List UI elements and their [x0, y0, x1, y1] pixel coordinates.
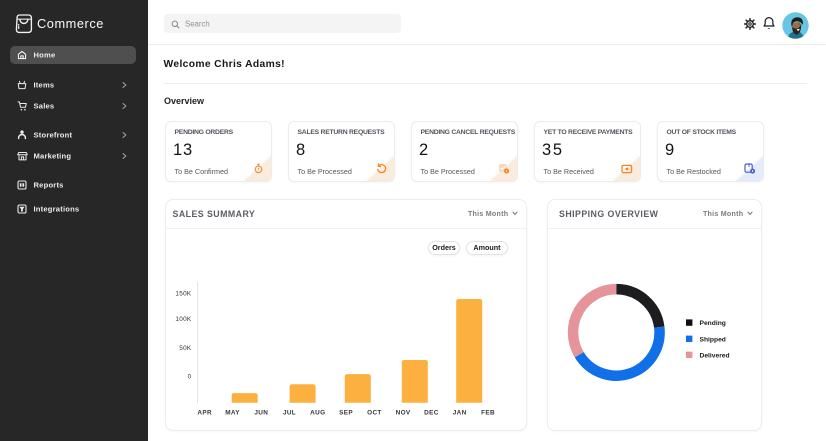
svg-text:APR: APR	[197, 409, 212, 416]
svg-text:Pending: Pending	[699, 320, 725, 327]
svg-text:SEP: SEP	[339, 409, 353, 416]
svg-text:0: 0	[188, 374, 192, 381]
svg-text:AUG: AUG	[310, 409, 325, 416]
svg-text:DEC: DEC	[424, 409, 439, 416]
svg-text:JUL: JUL	[283, 409, 296, 416]
svg-text:150K: 150K	[175, 291, 192, 298]
svg-text:50K: 50K	[179, 345, 192, 352]
svg-text:NOV: NOV	[396, 409, 411, 416]
svg-text:Delivered: Delivered	[699, 352, 729, 359]
svg-text:JAN: JAN	[453, 409, 467, 416]
svg-text:MAY: MAY	[225, 409, 240, 416]
svg-text:OCT: OCT	[367, 409, 382, 416]
svg-text:JUN: JUN	[254, 409, 268, 416]
svg-text:FEB: FEB	[481, 409, 495, 416]
svg-text:100K: 100K	[175, 316, 192, 323]
svg-text:Shipped: Shipped	[699, 336, 725, 343]
